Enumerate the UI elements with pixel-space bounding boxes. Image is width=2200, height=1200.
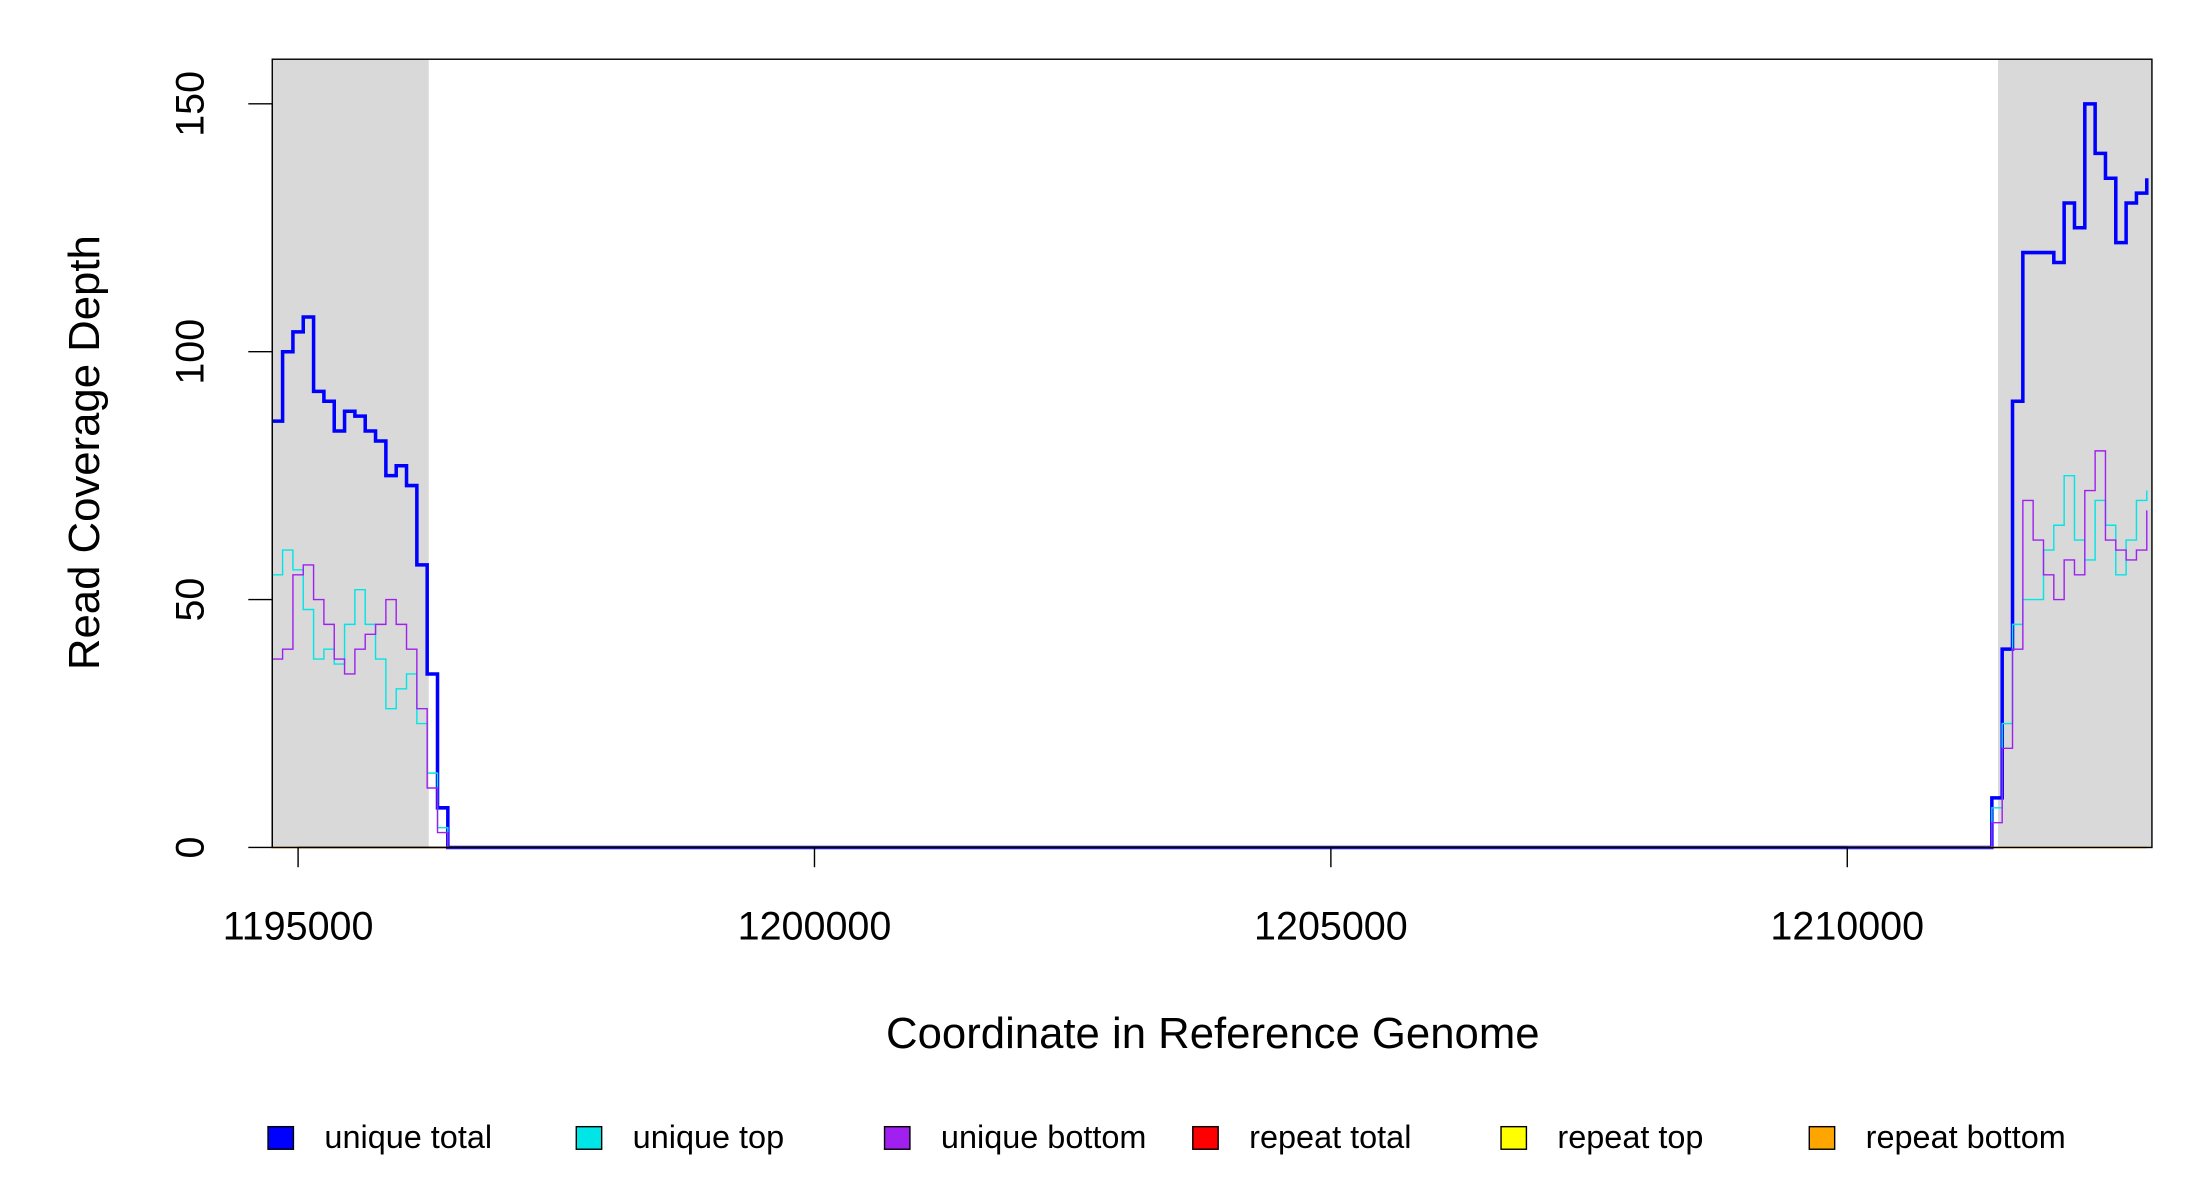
y-tick-label: 150 xyxy=(169,71,213,137)
plot-frame xyxy=(271,58,2153,849)
legend-swatch xyxy=(267,1125,295,1150)
y-tick-label: 100 xyxy=(169,319,213,385)
legend-label: repeat top xyxy=(1557,1119,1703,1155)
shaded-region xyxy=(272,59,429,848)
legend-swatch xyxy=(1192,1125,1219,1150)
x-tick-label: 1195000 xyxy=(223,905,374,949)
legend-swatch xyxy=(883,1125,911,1150)
legend-label: unique total xyxy=(324,1119,492,1155)
x-tick-label: 1210000 xyxy=(1770,905,1924,949)
legend-swatch xyxy=(1500,1125,1528,1150)
x-axis-label: Coordinate in Reference Genome xyxy=(886,1009,1540,1058)
legend-label: unique bottom xyxy=(941,1119,1146,1155)
y-axis-label: Read Coverage Depth xyxy=(60,235,109,670)
legend-label: unique top xyxy=(633,1119,784,1155)
legend-swatch xyxy=(1808,1125,1836,1150)
series-line xyxy=(272,474,2148,849)
shaded-region xyxy=(1998,59,2152,848)
series-line xyxy=(272,102,2149,850)
legend-label: repeat bottom xyxy=(1866,1119,2066,1155)
y-tick-label: 50 xyxy=(169,578,213,622)
x-tick-label: 1200000 xyxy=(738,905,892,949)
legend-swatch xyxy=(575,1125,603,1150)
x-tick-label: 1205000 xyxy=(1254,905,1408,949)
y-tick-label: 0 xyxy=(169,836,213,858)
legend-label: repeat total xyxy=(1249,1119,1411,1155)
series-line xyxy=(272,450,2148,849)
